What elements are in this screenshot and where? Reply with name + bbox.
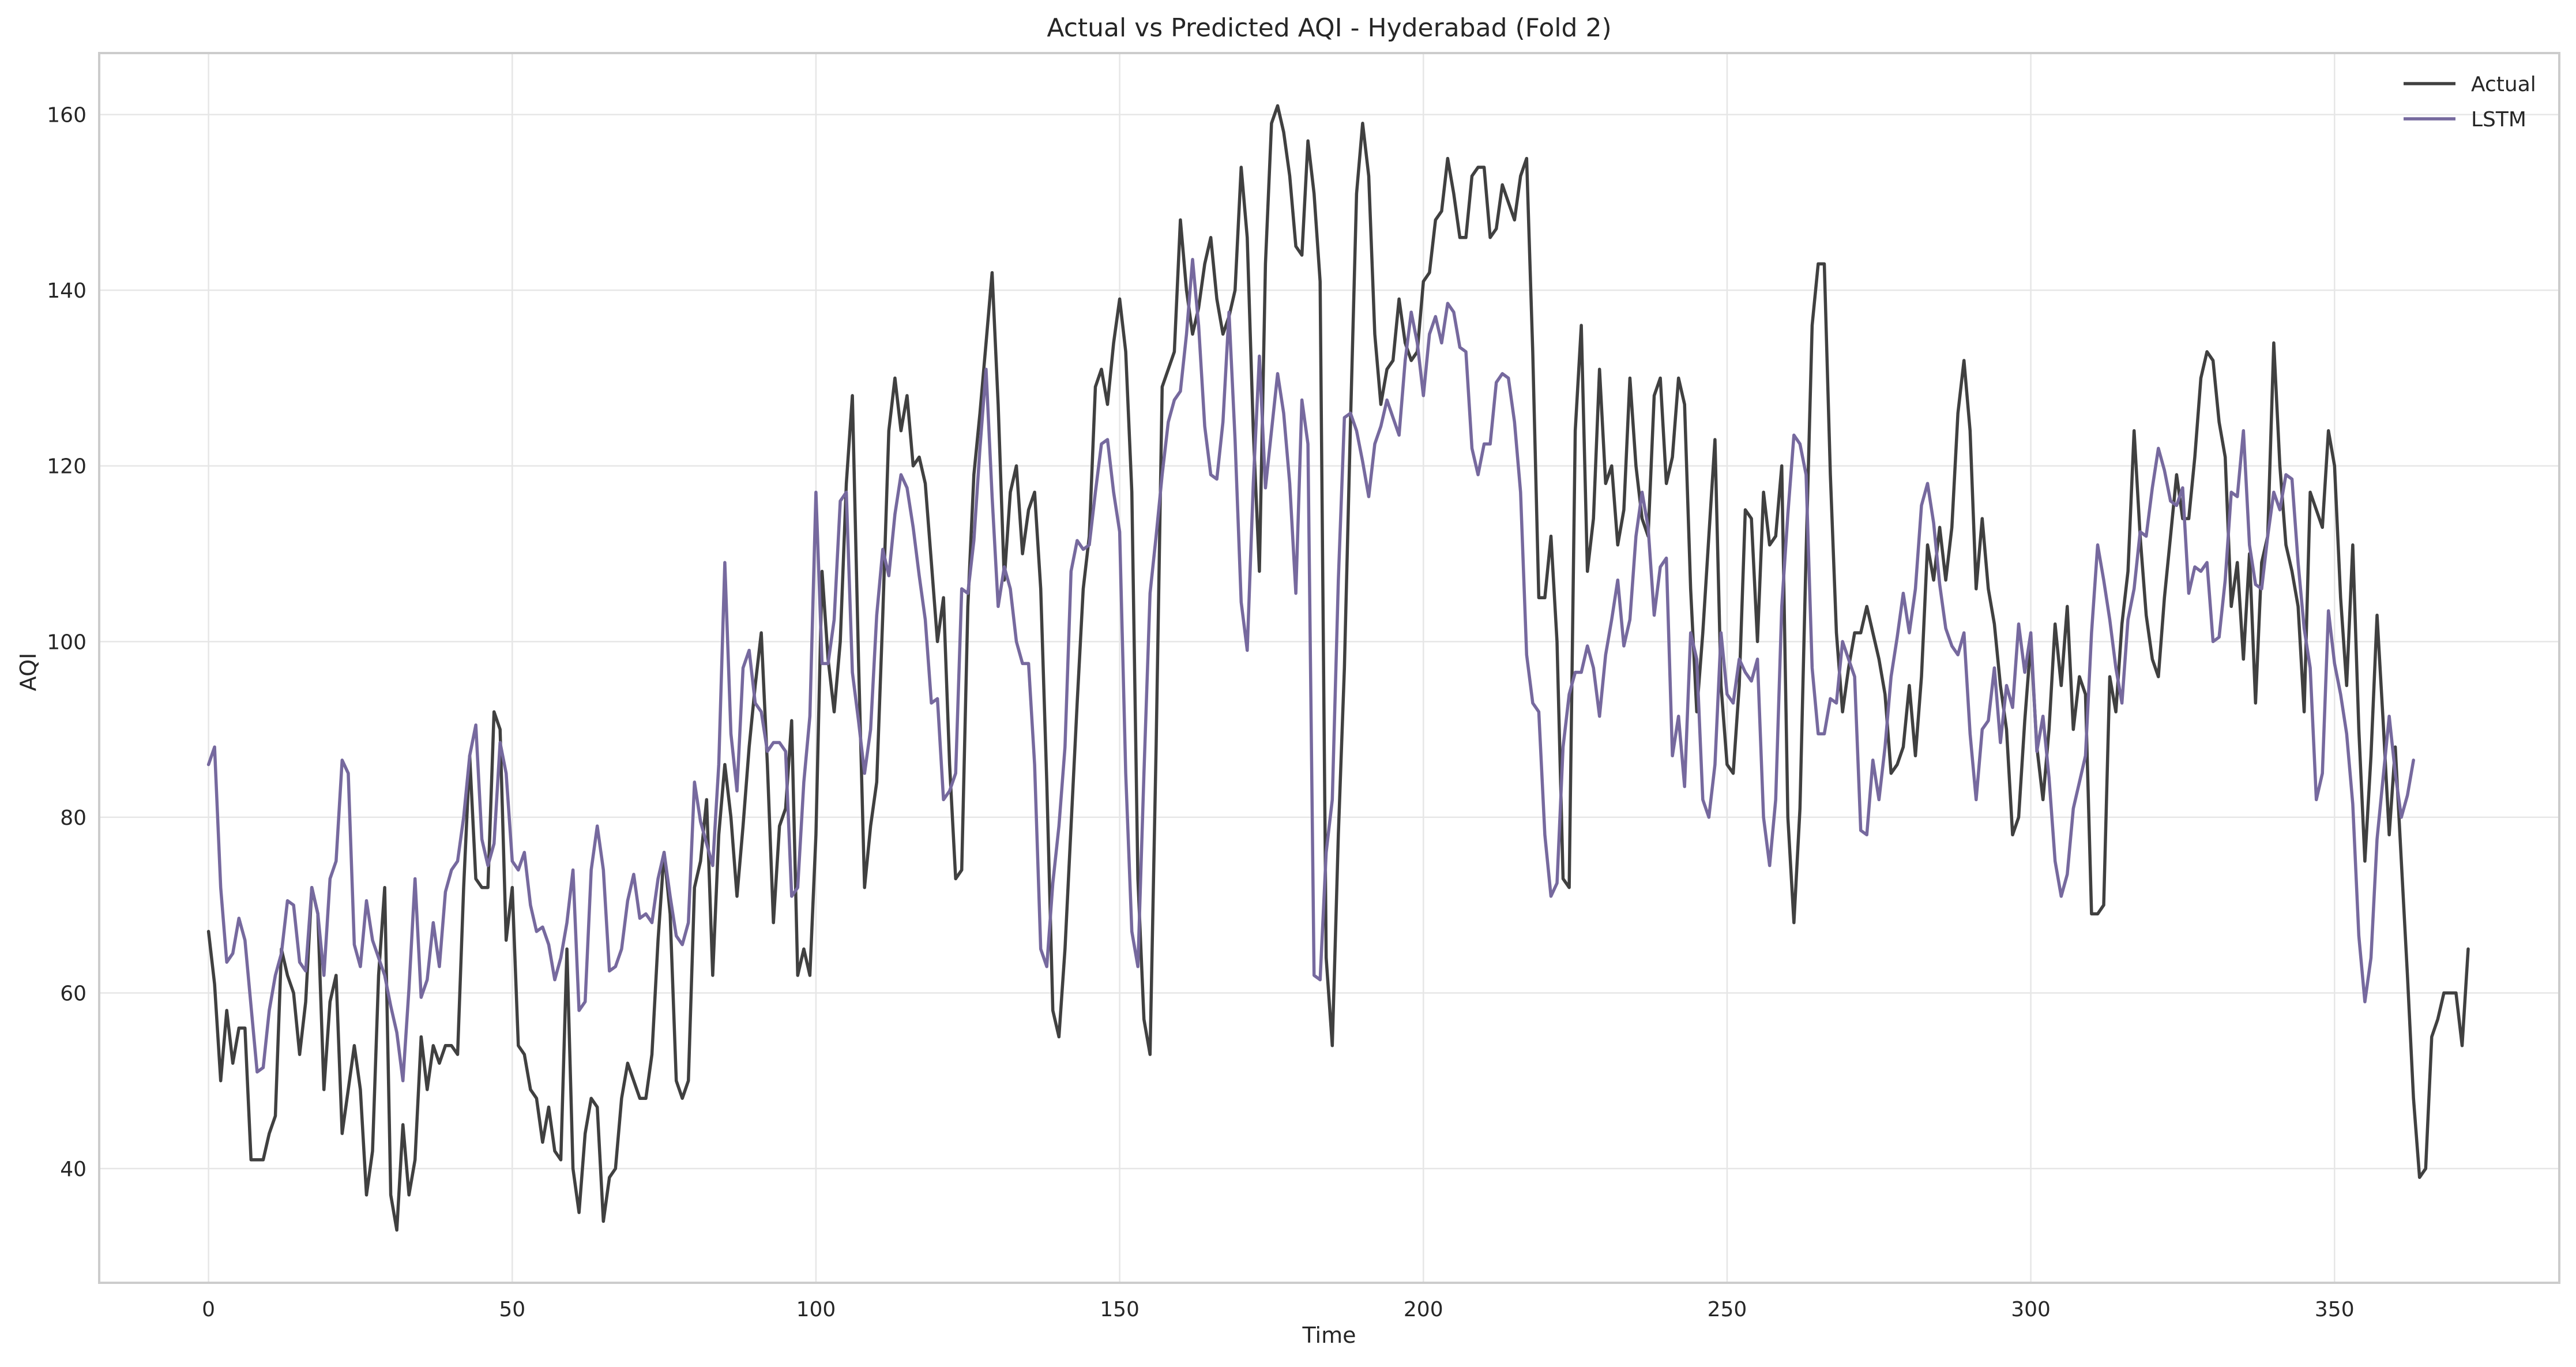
axis-ticks: 0 50 100 150 200 250 300 350 40 60 80 100 120 140 160 — [47, 104, 2354, 1321]
y-tick-label: 120 — [47, 455, 87, 479]
x-tick-label: 150 — [1100, 1298, 1140, 1321]
plot-frame — [98, 52, 2560, 1284]
x-tick-label: 300 — [2011, 1298, 2051, 1321]
chart-title: Actual vs Predicted AQI - Hyderabad (Fol… — [1047, 13, 1611, 43]
y-tick-label: 140 — [47, 279, 87, 303]
legend: Actual LSTM — [2404, 73, 2536, 132]
legend-label-lstm: LSTM — [2471, 108, 2526, 132]
series-line-lstm — [206, 258, 2415, 1083]
series-lines — [206, 104, 2470, 1232]
x-tick-label: 50 — [499, 1298, 525, 1321]
y-axis-label: AQI — [16, 653, 41, 691]
x-axis-label: Time — [1302, 1323, 1356, 1348]
x-tick-label: 0 — [202, 1298, 215, 1321]
x-tick-label: 350 — [2315, 1298, 2355, 1321]
legend-label-actual: Actual — [2471, 73, 2536, 96]
y-tick-label: 40 — [60, 1158, 87, 1181]
y-tick-label: 100 — [47, 630, 87, 654]
x-tick-label: 200 — [1404, 1298, 1443, 1321]
x-tick-label: 100 — [796, 1298, 836, 1321]
x-tick-label: 250 — [1708, 1298, 1747, 1321]
series-line-actual — [206, 104, 2470, 1232]
y-tick-label: 160 — [47, 104, 87, 127]
y-tick-label: 80 — [60, 806, 87, 830]
y-tick-label: 60 — [60, 982, 87, 1005]
